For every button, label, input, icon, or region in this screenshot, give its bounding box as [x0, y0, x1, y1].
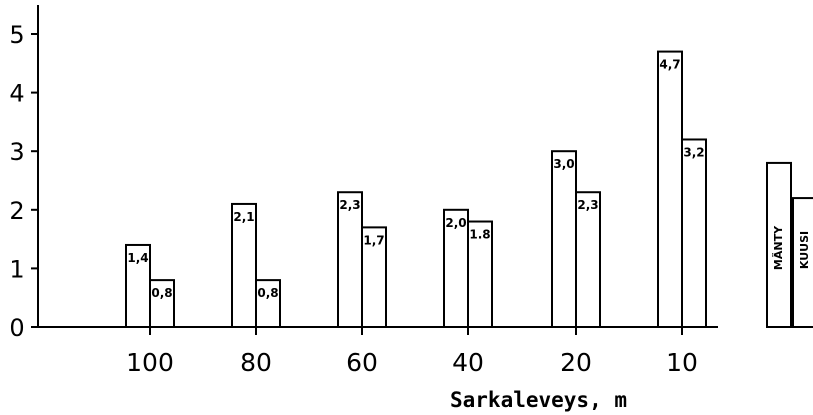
y-tick-label: 5	[9, 21, 24, 49]
x-axis-title: Sarkaleveys, m	[450, 388, 627, 412]
bar-kuusi-100	[149, 279, 175, 328]
x-tick-label: 80	[240, 348, 272, 377]
x-axis: 100 80 60 40 20 10	[38, 326, 718, 377]
x-tick-label: 100	[126, 348, 174, 377]
bar-value-label: 1,7	[363, 233, 384, 247]
bar-mnty-80	[231, 202, 257, 328]
legend-swatch	[792, 197, 813, 328]
x-tick-label: 60	[346, 348, 378, 377]
bar-kuusi-10	[681, 138, 707, 328]
y-tick-label: 1	[9, 255, 24, 283]
bar-mnty-60	[337, 191, 363, 328]
bar-value-label: 0,8	[151, 286, 172, 300]
bar-value-label: 3,0	[553, 157, 574, 171]
legend: MÄNTY KUUSI	[766, 161, 813, 328]
bar-kuusi-80	[255, 279, 281, 328]
x-tick-label: 10	[666, 348, 698, 377]
bar-value-label: 2,1	[233, 210, 254, 224]
bar-value-label: 2,3	[339, 198, 360, 212]
bar-mnty-40	[443, 208, 469, 328]
x-tick-label: 20	[560, 348, 592, 377]
y-tick-label: 3	[9, 138, 24, 166]
bar-kuusi-20	[575, 191, 601, 328]
legend-label: KUUSI	[798, 231, 811, 269]
bar-mnty-20	[551, 150, 577, 328]
bars: 1,4 0,8 2,1 0,8 2,3 1,7 2,01.8 3,0 2,3 4,7 3,2	[125, 50, 707, 329]
bar-kuusi-40	[467, 220, 493, 329]
bar-value-label: 0,8	[257, 286, 278, 300]
bar-value-label: 2,3	[577, 198, 598, 212]
y-tick-label: 4	[9, 80, 24, 108]
x-tick-label: 40	[452, 348, 484, 377]
y-tick-label: 0	[9, 314, 24, 342]
bar-value-label: 1,4	[127, 251, 148, 265]
bar-mnty-10	[657, 50, 683, 329]
y-tick-label: 2	[9, 197, 24, 225]
legend-label: MÄNTY	[771, 225, 785, 270]
legend-swatch	[766, 161, 792, 328]
bar-value-label: 2,0	[445, 216, 466, 230]
y-axis: 0 1 2 3 4 5	[9, 5, 39, 342]
bar-value-label: 4,7	[659, 58, 680, 72]
bar-value-label: 3,2	[683, 145, 704, 159]
bar-value-label: 1.8	[469, 228, 490, 242]
bar-kuusi-60	[361, 226, 387, 329]
